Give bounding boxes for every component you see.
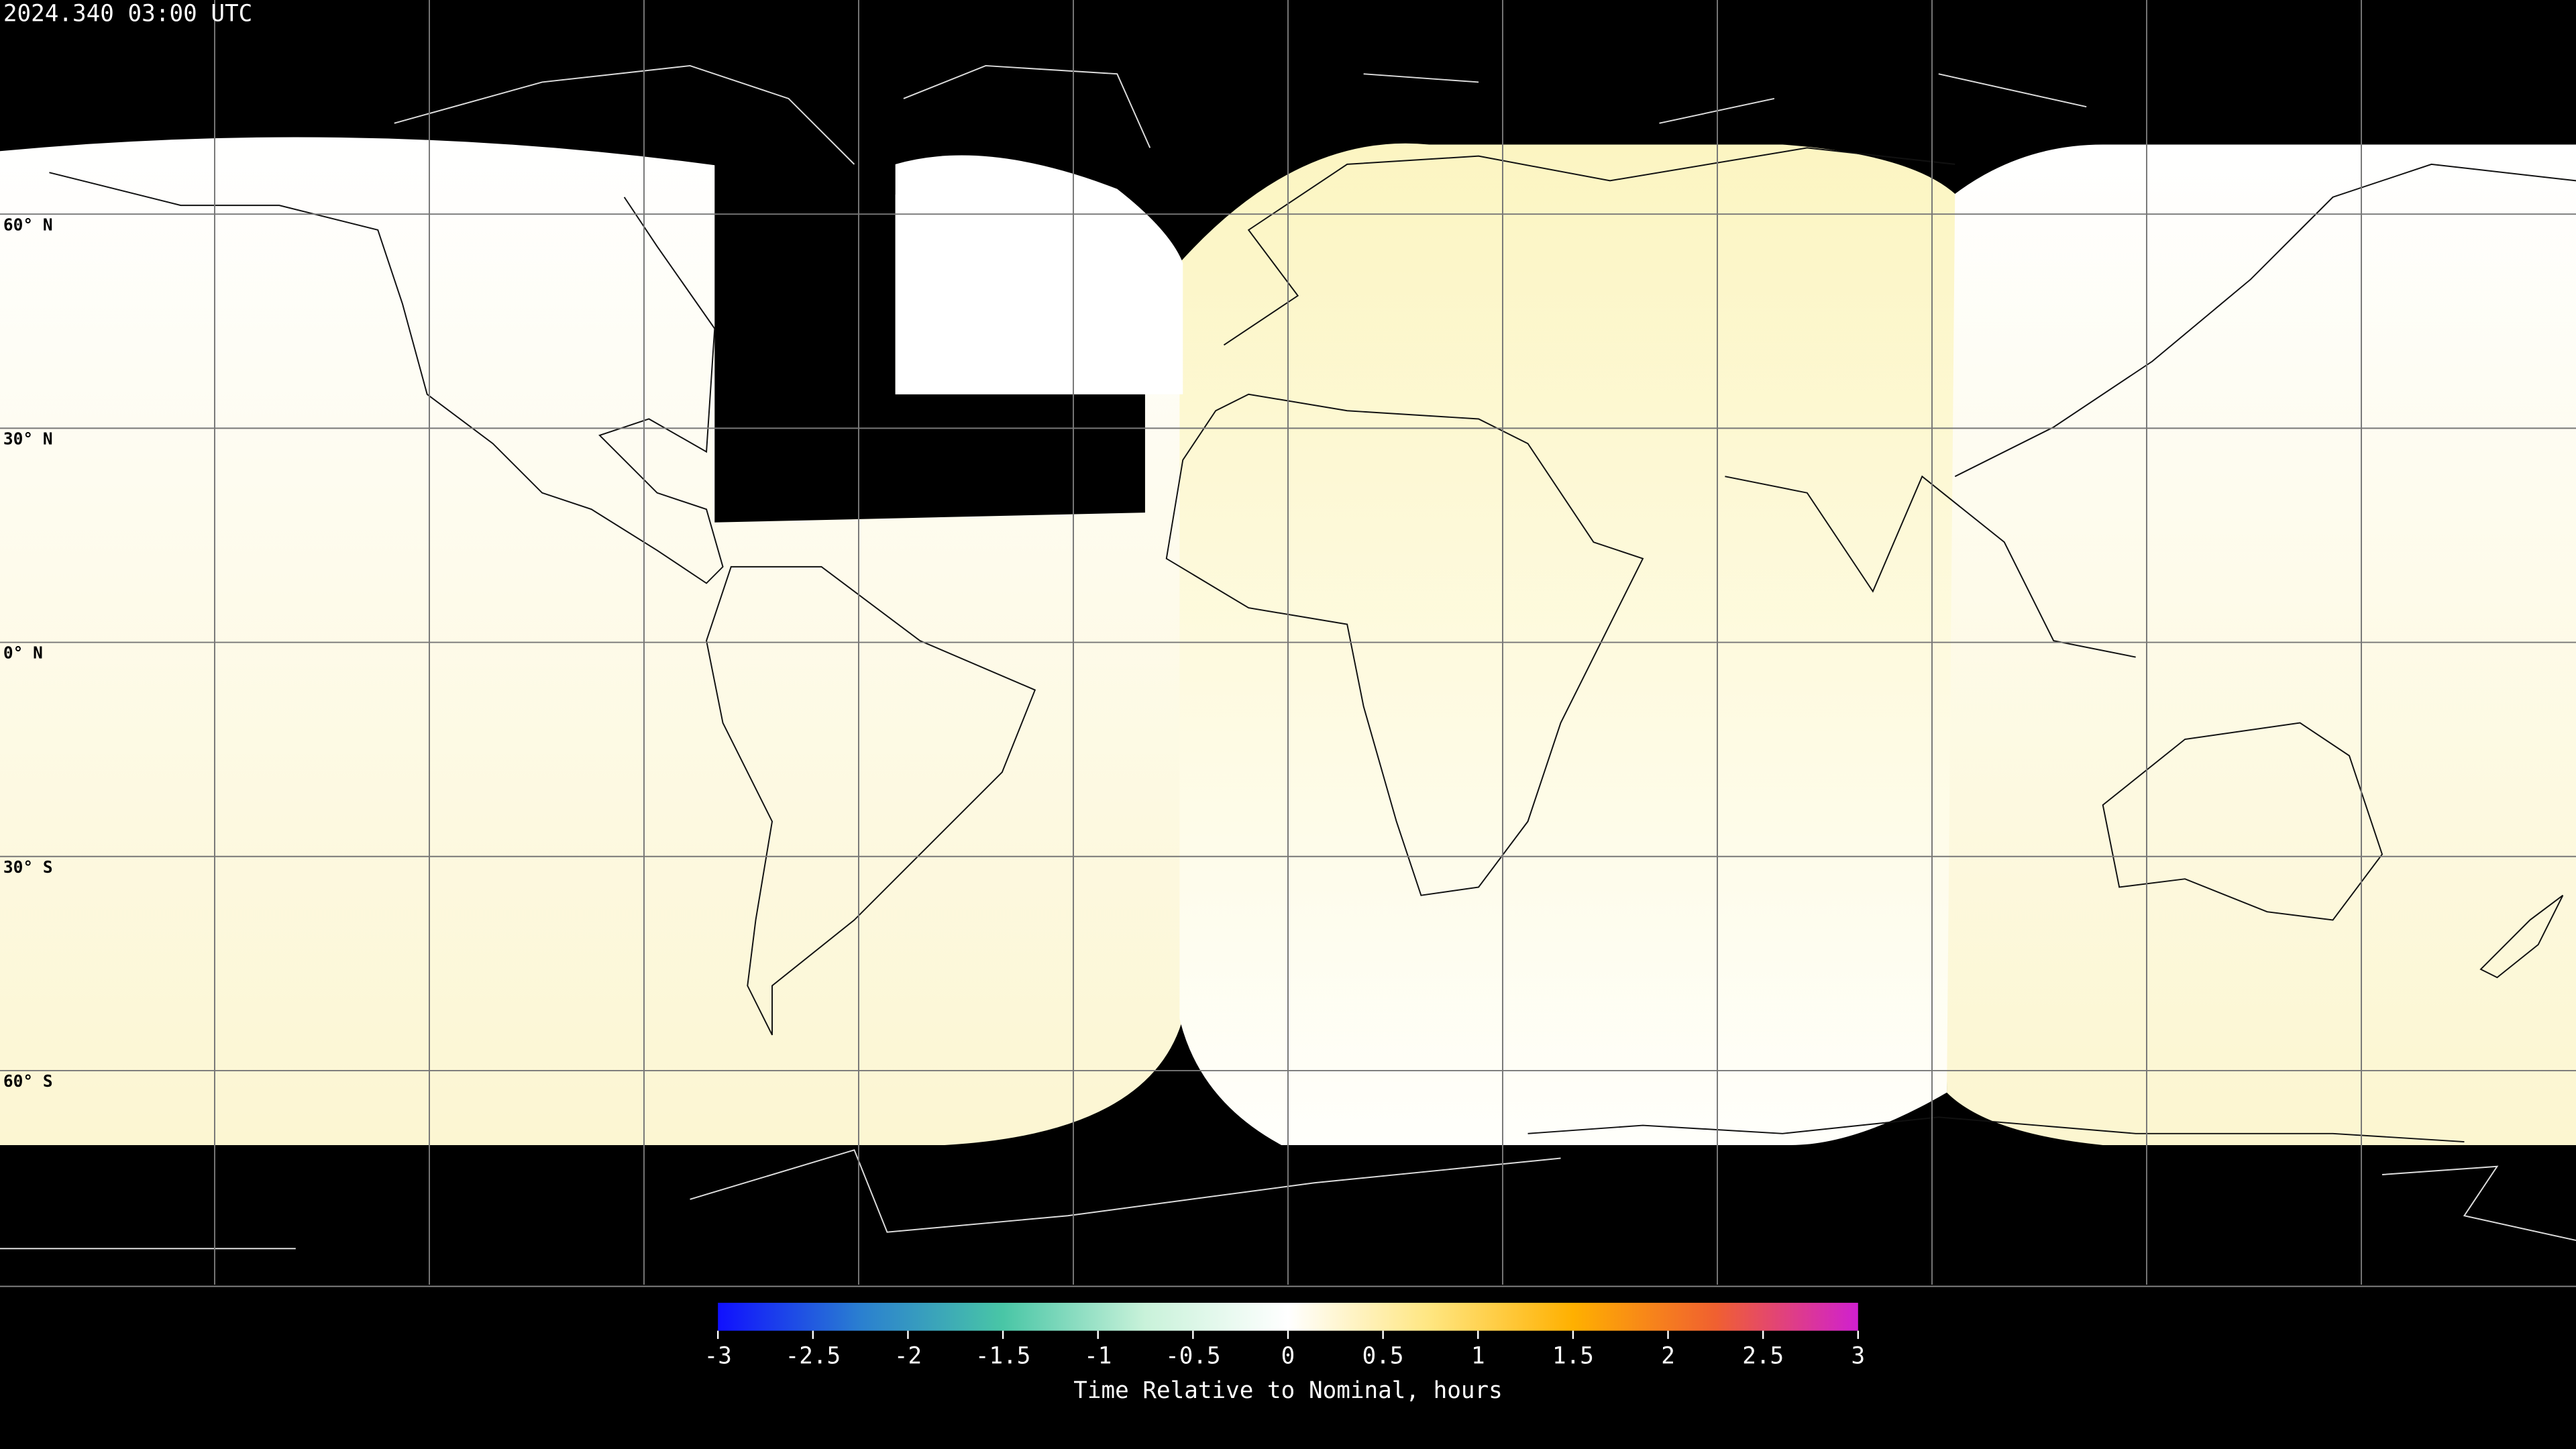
colorbar-tick-label: 1.5	[1552, 1342, 1594, 1369]
coast-eurasia	[1223, 147, 1955, 346]
latitude-label: 60° S	[3, 1071, 53, 1091]
satellite-coverage	[0, 137, 2576, 1145]
coast-new-zealand	[2479, 894, 2564, 979]
coast-asia-east	[1954, 163, 2576, 478]
latitude-label: 30° N	[3, 429, 53, 449]
colorbar-tick-label: 0	[1281, 1342, 1295, 1369]
colorbar-tick-label: 1	[1471, 1342, 1485, 1369]
latitude-label: 0° N	[3, 643, 43, 663]
colorbar	[718, 1303, 1858, 1331]
coast-africa	[1165, 393, 1644, 896]
latitude-label: 60° N	[3, 215, 53, 234]
colorbar-tick-label: -0.5	[1165, 1342, 1221, 1369]
colorbar-tick-label: -1	[1084, 1342, 1112, 1369]
coastlines	[0, 64, 2576, 1250]
coast-asia-south	[1725, 475, 2136, 658]
colorbar-tick-label: 2.5	[1742, 1342, 1784, 1369]
coverage-center	[1179, 143, 1972, 1145]
colorbar-tick-label: -1.5	[975, 1342, 1031, 1369]
colorbar-tick-label: -2.5	[786, 1342, 841, 1369]
coast-south-america	[706, 566, 1036, 1036]
coast-antarctica-dark	[0, 1149, 2576, 1250]
colorbar-tick-label: 0.5	[1362, 1342, 1404, 1369]
colorbar-tick-label: 3	[1851, 1342, 1865, 1369]
coast-antarctica	[1527, 1116, 2465, 1143]
colorbar-tick-label: -3	[704, 1342, 732, 1369]
coast-arctic	[394, 64, 2087, 165]
graticule	[0, 0, 2576, 1285]
coverage-patch	[895, 155, 1183, 394]
coast-north-america	[49, 172, 724, 584]
colorbar-tick-label: 2	[1661, 1342, 1675, 1369]
latitude-label: 30° S	[3, 857, 53, 877]
coast-australia	[2102, 722, 2383, 921]
colorbar-tick-label: -2	[894, 1342, 922, 1369]
coverage-gap	[714, 164, 1145, 523]
colorbar-label: Time Relative to Nominal, hours	[1073, 1377, 1503, 1404]
coverage-east	[1947, 144, 2576, 1145]
timestamp: 2024.340 03:00 UTC	[3, 1, 252, 28]
